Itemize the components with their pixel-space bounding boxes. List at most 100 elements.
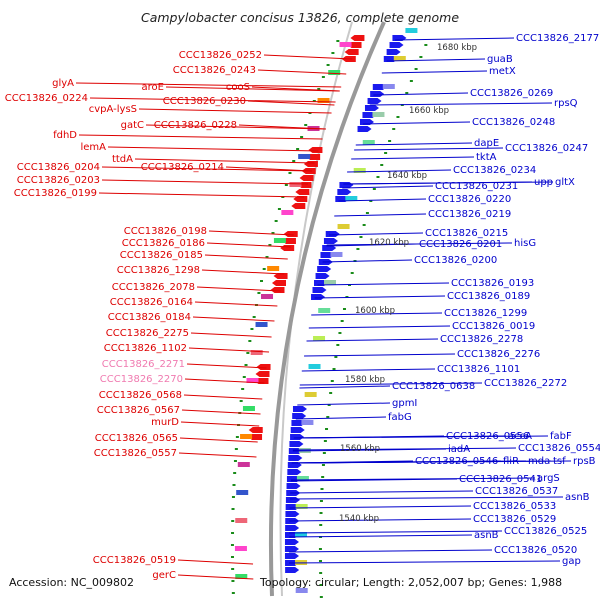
gene-label[interactable]: fdhD (53, 130, 77, 141)
gene-label[interactable]: accA (508, 431, 532, 442)
gene-label[interactable]: CCC13826_0529 (473, 514, 556, 525)
gene-label[interactable]: CCC13826_0198 (124, 226, 207, 237)
gene-label[interactable]: tsf (553, 456, 566, 467)
gene-label[interactable]: CCC13826_0199 (14, 188, 97, 199)
gene-label[interactable]: lemA (80, 142, 106, 153)
gene-label[interactable]: gltX (555, 177, 575, 188)
gene-label[interactable]: fabG (388, 412, 412, 423)
gene-label[interactable]: cooS (226, 82, 250, 93)
gene-label[interactable]: CCC13826_0164 (110, 297, 193, 308)
gene-label[interactable]: CCC13826_0546 (415, 456, 498, 467)
gene-label[interactable]: CCC13826_0201 (419, 239, 502, 250)
gene-label[interactable]: CCC13826_0185 (120, 250, 203, 261)
gene-label[interactable]: metX (489, 66, 516, 77)
gene-label[interactable]: CCC13826_0556 (446, 431, 529, 442)
gene-label[interactable]: CCC13826_0565 (95, 433, 178, 444)
gene-label[interactable]: asnB (565, 492, 590, 503)
gene-label[interactable]: CCC13826_1102 (104, 343, 187, 354)
gene-label[interactable]: CCC13826_0252 (179, 50, 262, 61)
gene-label[interactable]: aroE (142, 82, 164, 93)
gene-label[interactable]: CCC13826_0247 (505, 143, 588, 154)
gene-label[interactable]: CCC13826_0248 (472, 117, 555, 128)
gene-label[interactable]: CCC13826_2271 (102, 359, 185, 370)
gene-label[interactable]: rpsQ (554, 98, 578, 109)
gene-box (289, 182, 302, 187)
gene-label[interactable]: CCC13826_0200 (414, 255, 497, 266)
gene-label[interactable]: murD (151, 417, 179, 428)
gene-label[interactable]: CCC13826_2270 (100, 374, 183, 385)
gene-label[interactable]: CCC13826_0215 (425, 228, 508, 239)
gene-label[interactable]: CCC13826_0554 (518, 443, 600, 454)
gene-label[interactable]: fabF (550, 431, 572, 442)
gene-label[interactable]: CCC13826_0186 (122, 238, 205, 249)
leader-line (101, 179, 309, 185)
gene-label[interactable]: CCC13826_2278 (440, 334, 523, 345)
gene-label[interactable]: CCC13826_2078 (112, 282, 195, 293)
gene-label[interactable]: CCC13826_0520 (494, 545, 577, 556)
gene-label[interactable]: CCC13826_0519 (93, 555, 176, 566)
gene-label[interactable]: CCC13826_0568 (99, 390, 182, 401)
gene-box (255, 322, 268, 327)
gene-label[interactable]: CCC13826_0234 (453, 165, 536, 176)
gene-label[interactable]: guaB (487, 54, 513, 65)
gene-label[interactable]: CCC13826_0231 (435, 181, 518, 192)
gene-label[interactable]: CCC13826_0189 (447, 291, 530, 302)
gene-label[interactable]: CCC13826_0193 (451, 278, 534, 289)
leader-line (289, 505, 472, 509)
gene-label[interactable]: CCC13826_0224 (5, 93, 88, 104)
gene-label[interactable]: glyA (52, 78, 74, 89)
gene-label[interactable]: CCC13826_0557 (94, 448, 177, 459)
gene-label[interactable]: CCC13826_1101 (437, 364, 520, 375)
gene-label[interactable]: CCC13826_0230 (163, 96, 246, 107)
gene-label[interactable]: CCC13826_0537 (475, 486, 558, 497)
gene-label[interactable]: CCC13826_2272 (484, 378, 567, 389)
gene-box (236, 490, 249, 495)
gene-label[interactable]: CCC13826_0214 (141, 162, 224, 173)
gene-label[interactable]: CCC13826_0220 (428, 194, 511, 205)
gene-label[interactable]: CCC13826_0184 (108, 312, 191, 323)
reverse-gene-arrow (255, 371, 270, 377)
tick-mark (231, 580, 235, 582)
gene-label[interactable]: CCC13826_0638 (392, 381, 475, 392)
leader-line (314, 295, 446, 299)
gene-label[interactable]: CCC13826_0219 (428, 209, 511, 220)
reverse-gene-arrow (295, 189, 310, 195)
gene-label[interactable]: CCC13826_1298 (117, 265, 200, 276)
gene-label[interactable]: upp (534, 177, 553, 188)
gene-label[interactable]: CCC13826_0019 (452, 321, 535, 332)
gene-label[interactable]: rpsB (573, 456, 596, 467)
forward-gene-arrow (292, 413, 307, 419)
gene-label[interactable]: CCC13826_0525 (504, 526, 587, 537)
gene-label[interactable]: CCC13826_2276 (457, 349, 540, 360)
gene-label[interactable]: gpmI (392, 398, 417, 409)
gene-label[interactable]: hisG (514, 238, 536, 249)
gene-label[interactable]: CCC13826_0243 (173, 65, 256, 76)
gene-label[interactable]: argS (537, 473, 560, 484)
gene-label[interactable]: cvpA-lysS (89, 104, 137, 115)
gene-label[interactable]: CCC13826_2275 (106, 328, 189, 339)
gene-label[interactable]: gatC (121, 120, 144, 131)
gene-label[interactable]: CCC13826_0567 (97, 405, 180, 416)
kbp-label: 1560 kbp (340, 444, 380, 454)
tick-mark (231, 532, 235, 534)
gene-label[interactable]: dapE (474, 138, 499, 149)
gene-label[interactable]: fliR (503, 456, 519, 467)
gene-label[interactable]: ttdA (112, 154, 133, 165)
tick-mark (318, 548, 322, 550)
gene-box (304, 392, 317, 397)
gene-label[interactable]: CCC13826_0533 (473, 501, 556, 512)
gene-label[interactable]: tktA (476, 152, 497, 163)
gene-label[interactable]: CCC13826_0228 (154, 120, 237, 131)
gene-label[interactable]: CCC13826_0204 (17, 162, 100, 173)
gene-label[interactable]: iadA (448, 444, 470, 455)
gene-label[interactable]: CCC13826_0269 (470, 88, 553, 99)
gene-label[interactable]: mda (528, 456, 550, 467)
gene-label[interactable]: gap (562, 556, 581, 567)
gene-label[interactable]: CCC13826_0541 (459, 474, 542, 485)
gene-label[interactable]: asnB (474, 530, 499, 541)
tick-mark (336, 40, 340, 42)
gene-label[interactable]: gerC (152, 570, 176, 581)
gene-label[interactable]: CCC13826_1299 (444, 308, 527, 319)
gene-label[interactable]: CCC13826_0203 (17, 175, 100, 186)
gene-label[interactable]: CCC13826_2177 (516, 33, 599, 44)
